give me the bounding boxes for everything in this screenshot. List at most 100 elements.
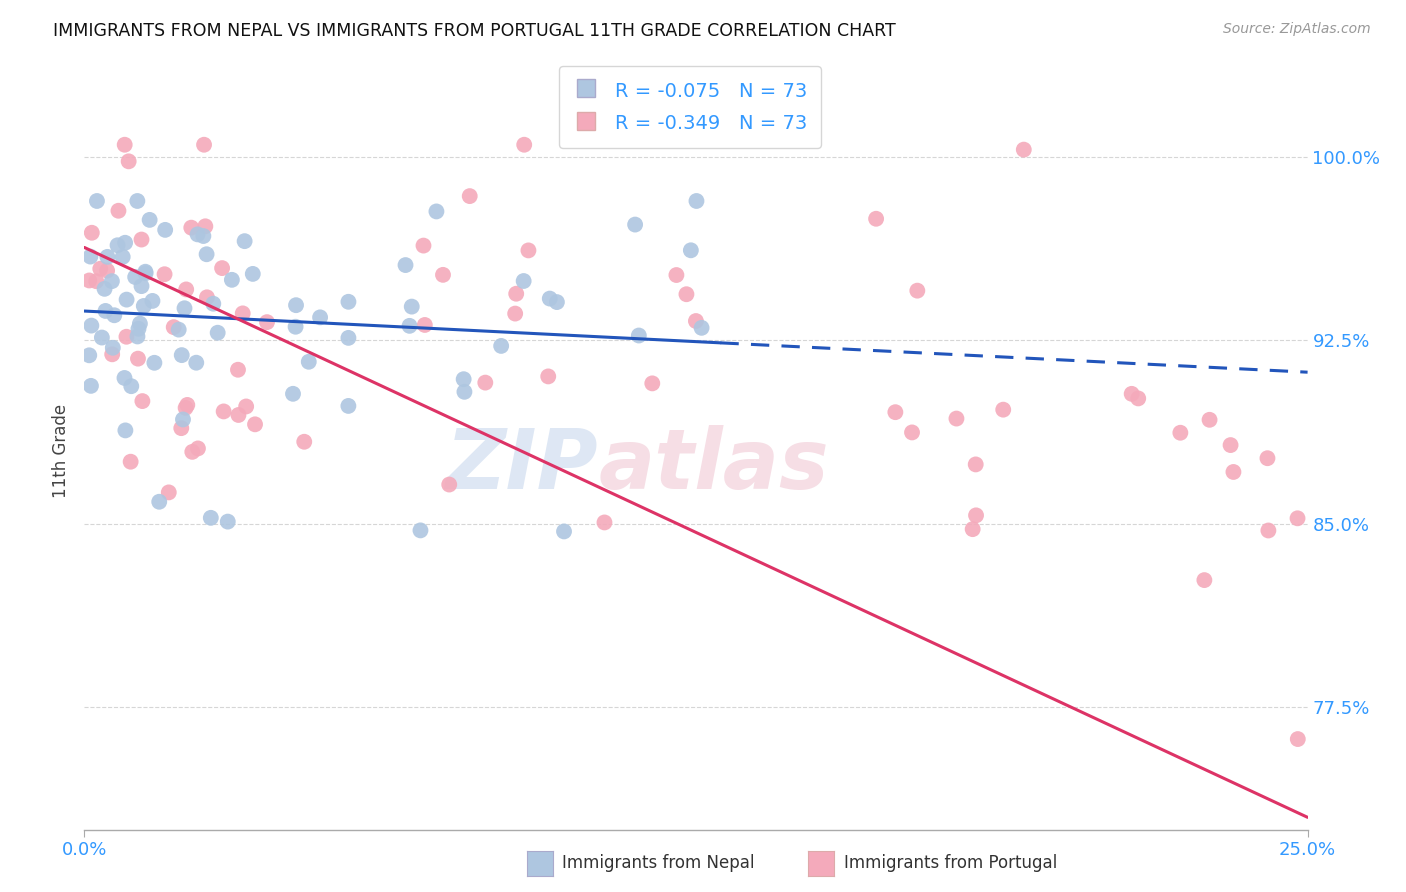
Point	[114, 235, 136, 250]
Point	[193, 137, 215, 152]
Point	[228, 408, 250, 422]
Point	[458, 189, 481, 203]
Point	[412, 238, 434, 252]
Point	[394, 258, 416, 272]
Point	[194, 219, 217, 234]
Point	[131, 394, 153, 409]
Point	[134, 265, 156, 279]
Point	[243, 417, 266, 432]
Point	[641, 376, 664, 391]
Point	[1194, 573, 1216, 587]
Point	[84, 274, 107, 288]
Point	[432, 268, 454, 282]
Text: Source: ZipAtlas.com: Source: ZipAtlas.com	[1223, 22, 1371, 37]
Point	[685, 314, 707, 328]
Point	[77, 348, 100, 362]
Point	[80, 318, 103, 333]
Point	[965, 508, 987, 523]
Point	[211, 261, 233, 276]
Point	[131, 233, 153, 247]
Point	[233, 234, 256, 248]
Point	[120, 455, 142, 469]
Point	[627, 328, 650, 343]
Point	[232, 306, 254, 320]
Point	[93, 282, 115, 296]
Point	[118, 154, 141, 169]
Point	[962, 522, 984, 536]
Point	[153, 267, 176, 281]
Point	[176, 398, 198, 412]
Point	[235, 400, 257, 414]
Point	[127, 351, 149, 366]
Point	[1128, 392, 1150, 406]
Point	[174, 282, 197, 296]
Point	[513, 137, 536, 152]
Point	[905, 284, 928, 298]
Point	[172, 412, 194, 426]
Point	[138, 213, 160, 227]
Text: Immigrants from Nepal: Immigrants from Nepal	[562, 855, 755, 872]
Point	[80, 379, 103, 393]
Point	[120, 379, 142, 393]
Y-axis label: 11th Grade: 11th Grade	[52, 403, 70, 498]
Point	[129, 317, 152, 331]
Point	[1121, 387, 1143, 401]
Point	[1219, 438, 1241, 452]
Point	[439, 477, 461, 491]
Point	[1286, 511, 1309, 525]
Point	[409, 524, 432, 538]
Point	[153, 223, 176, 237]
Point	[89, 261, 111, 276]
Point	[94, 304, 117, 318]
Point	[186, 356, 208, 370]
Point	[181, 445, 204, 459]
Point	[195, 290, 218, 304]
Point	[679, 244, 702, 258]
Point	[131, 279, 153, 293]
Point	[285, 298, 308, 312]
Point	[453, 372, 475, 386]
Point	[665, 268, 688, 282]
Point	[675, 287, 697, 301]
Point	[207, 326, 229, 340]
Point	[111, 250, 134, 264]
Point	[187, 227, 209, 242]
Point	[114, 424, 136, 438]
Point	[114, 371, 136, 385]
Point	[173, 301, 195, 316]
Point	[546, 295, 568, 310]
Point	[80, 226, 103, 240]
Point	[1257, 524, 1279, 538]
Point	[101, 347, 124, 361]
Point	[242, 267, 264, 281]
Text: atlas: atlas	[598, 425, 828, 506]
Point	[212, 404, 235, 418]
Point	[309, 310, 332, 325]
Point	[865, 211, 887, 226]
Point	[945, 411, 967, 425]
Point	[202, 296, 225, 310]
Point	[1286, 732, 1309, 747]
Point	[141, 293, 163, 308]
Point	[337, 294, 360, 309]
Point	[79, 250, 101, 264]
Point	[284, 319, 307, 334]
Point	[148, 495, 170, 509]
Point	[107, 238, 129, 252]
Point	[101, 341, 124, 355]
Point	[453, 384, 475, 399]
Point	[195, 247, 218, 261]
Point	[103, 308, 125, 322]
Point	[157, 485, 180, 500]
Point	[143, 356, 166, 370]
Point	[86, 194, 108, 208]
Point	[553, 524, 575, 539]
Point	[221, 273, 243, 287]
Point	[167, 323, 190, 337]
Point	[337, 331, 360, 345]
Point	[993, 402, 1015, 417]
Point	[96, 250, 118, 264]
Point	[489, 339, 512, 353]
Point	[170, 421, 193, 435]
Point	[425, 204, 447, 219]
